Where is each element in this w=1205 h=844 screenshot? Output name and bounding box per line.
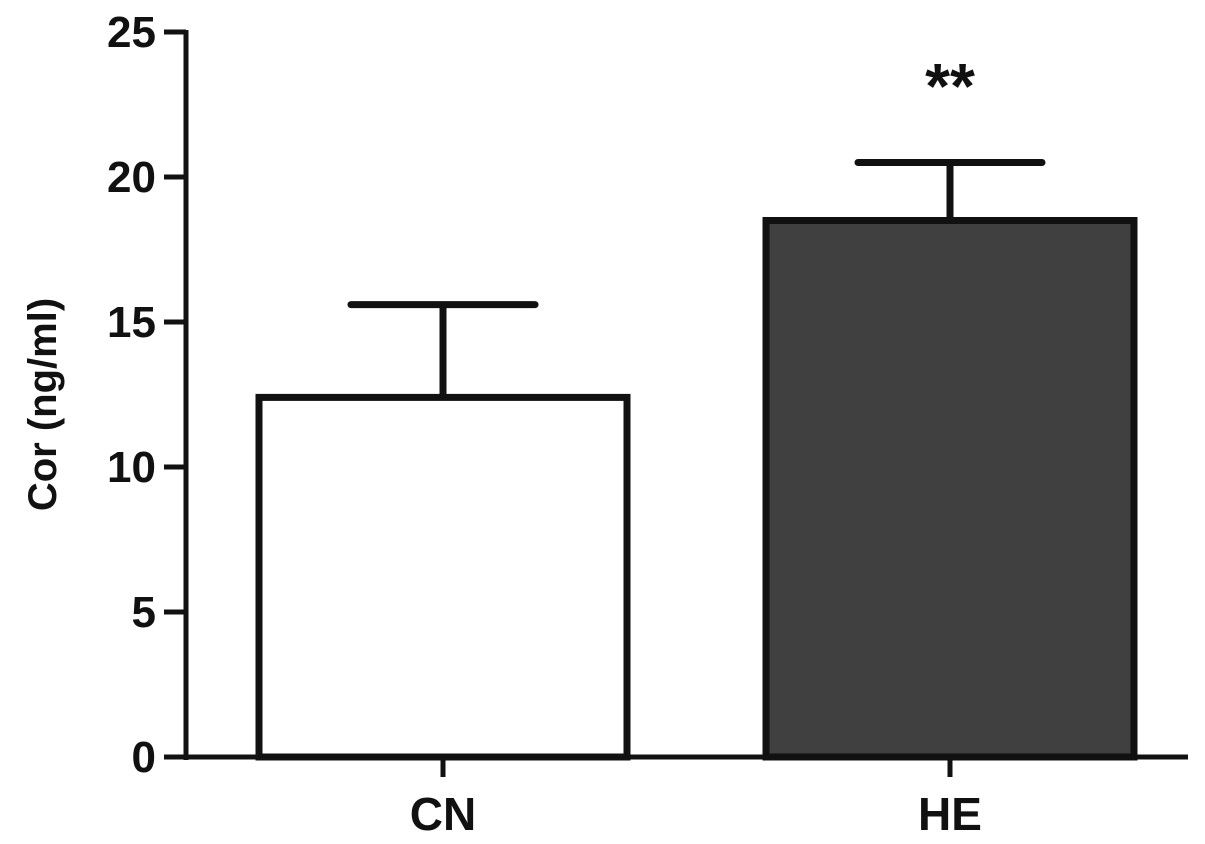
y-tick-label: 25 — [107, 8, 156, 57]
x-tick-label-he: HE — [918, 788, 982, 840]
y-tick-label: 0 — [132, 733, 156, 782]
y-tick-label: 10 — [107, 443, 156, 492]
y-axis-label-group: Cor (ng/ml) — [21, 298, 65, 511]
annotations: ** — [925, 50, 975, 122]
error-bars — [347, 159, 1046, 398]
y-tick-label: 20 — [107, 153, 156, 202]
bar-cn — [255, 393, 631, 761]
x-tick-label-cn: CN — [410, 788, 476, 840]
y-axis-ticks: 0 5 10 15 20 25 — [107, 8, 186, 782]
bar-he — [762, 217, 1138, 761]
y-tick-label: 5 — [132, 588, 156, 637]
bars — [255, 217, 1138, 761]
x-axis-ticks: CN HE — [410, 757, 982, 840]
significance-annotation: ** — [925, 50, 975, 122]
y-tick-label: 15 — [107, 298, 156, 347]
y-axis-label: Cor (ng/ml) — [21, 298, 65, 511]
